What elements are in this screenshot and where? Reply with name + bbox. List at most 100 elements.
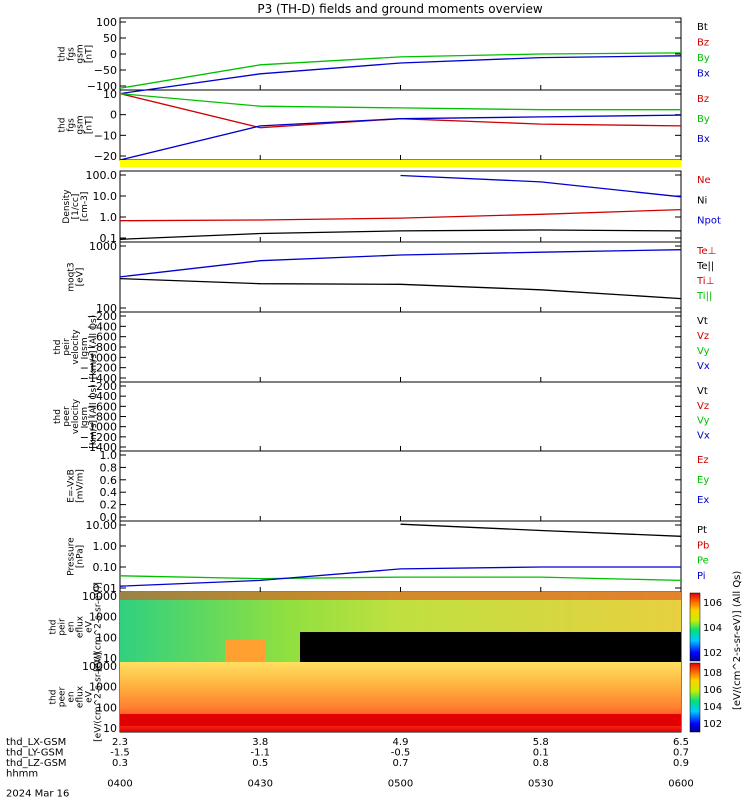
quality-flag-bar [120,160,681,167]
ytick-label: 0.1 [100,232,118,245]
x-tick-label: 0500 [388,779,413,790]
legend-entry: Vx [697,430,710,441]
legend-entry: Te|| [696,261,714,272]
colorbar-tick: 104 [703,702,722,713]
legend-entry: By [697,53,710,64]
series-p8-Pt [400,523,682,537]
legend-entry: Vt [697,386,708,397]
ytick-label: 1000 [89,681,117,694]
ytick-label: −100 [87,80,117,93]
orbit-row-label: thd_LZ-GSM [6,758,67,769]
series-p2-Bz [119,92,682,129]
panel-frame-p6 [119,381,682,452]
series-p4-Te|| [119,277,682,300]
ytick-label: −200 [87,380,117,393]
legend-entry: Bx [697,69,710,80]
legend-entry: Npot [697,216,721,227]
panel-frame-p4 [119,241,682,313]
panel-ylabel: [nT] [85,116,95,134]
legend-entry: Vy [697,346,710,357]
series-p4-Ti⊥ [119,249,682,278]
panel-ylabel: [cm-3] [80,192,90,222]
orbit-row-value: -0.5 [391,748,411,759]
ytick-label: −600 [87,400,117,413]
colorbar-tick: 104 [703,623,722,634]
legend-entry: Vx [697,361,710,372]
orbit-row-value: 0.5 [252,758,268,769]
ytick-label: 10000 [82,660,117,673]
legend-entry: Ez [697,455,709,466]
panel-ylabel: velocity [71,329,81,365]
panel-ylabel: en [67,691,77,702]
series-group [119,52,682,587]
ytick-label: 10.00 [86,519,118,532]
ytick-label: −50 [94,64,117,77]
ytick-label: −1400 [80,441,117,454]
legend-entry: Ne [697,175,711,186]
panel-ylabel: thd [49,620,59,635]
panel-ylabel: Density [62,189,72,224]
ytick-label: 1000 [89,240,117,253]
panel-ylabel: peir [58,618,68,636]
series-p2-By [119,92,681,111]
panel-frame-p5 [119,311,682,383]
ytick-label: 10 [103,722,117,735]
orbit-row-value: -1.1 [250,748,270,759]
colorbar: 106 104 102 108 106 104 102 [eV/(cm^2-s-sr-eV)… [689,571,743,733]
panel-ylabel: gsm [76,115,86,134]
panel-ylabel: thd [53,409,63,424]
legend-entry: Te⊥ [696,246,716,257]
ytick-label: 0 [110,109,117,122]
ytick-label: 10.0 [93,190,118,203]
legend-entry: Vz [697,331,709,342]
ytick-label: 50 [103,32,117,45]
ytick-label: 1.0 [100,449,118,462]
ytick-label: 10 [103,652,117,665]
ytick-label: 0.8 [100,461,118,474]
panel-ylabel: thd [49,690,59,705]
orbit-row-value: 0.7 [393,758,409,769]
legend-entry: Pt [697,525,707,536]
ytick-label: −1000 [80,421,117,434]
panel-ylabel: eflux [76,685,86,708]
x-tick-label: 0400 [107,779,132,790]
orbit-row-value: 6.5 [673,737,689,748]
colorbar-tick: 106 [703,598,722,609]
ytick-label: 1.00 [93,540,118,553]
plot-title: P3 (TH-D) fields and ground moments over… [257,2,542,16]
panel-ylabel: thd [58,47,68,62]
legend-entry: Ti⊥ [696,276,714,287]
panel-ylabel: thd [58,118,68,133]
ytick-label: −1200 [80,362,117,375]
orbit-row-value: 0.3 [112,758,128,769]
orbit-row-value: 0.1 [533,748,549,759]
series-p8-Pi [119,566,681,587]
panel-ylabel: [nPa] [76,545,86,568]
colorbar-label: [eV/(cm^2-s-sr-eV)] (All Qs) [732,571,743,710]
legend-entry: By [697,114,710,125]
ytick-label: 100 [96,16,117,29]
legend-entry: Pb [697,540,709,551]
legend-entry: Pi [697,571,706,582]
ytick-label: 100 [96,701,117,714]
ytick-label: 10000 [82,590,117,603]
panel-ylabel: [mV/m] [76,469,86,503]
ytick-label: −600 [87,331,117,344]
panel-ylabel: fgs [67,47,77,61]
panel-ylabel: thd [53,340,63,355]
series-p2-Bx [119,114,682,161]
orbit-row-label: thd_LY-GSM [6,748,63,759]
panel-ylabel: velocity [71,398,81,434]
orbit-row-value: 5.8 [533,737,549,748]
panel-ylabel: [eV/(cm^2-s-sr-eV)] [94,652,104,742]
ytick-label: 0.01 [93,582,118,595]
electron-spectrogram [120,662,681,732]
legend-entry: Bz [697,94,709,105]
orbit-row-value: -1.5 [110,748,130,759]
x-tick-label: 0530 [528,779,553,790]
ytick-label: 100.0 [86,169,118,182]
ytick-label: 0.4 [100,486,118,499]
orbit-row-value: 3.8 [252,737,268,748]
